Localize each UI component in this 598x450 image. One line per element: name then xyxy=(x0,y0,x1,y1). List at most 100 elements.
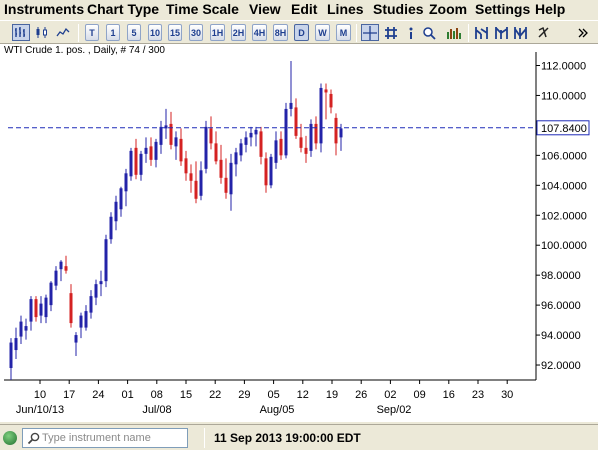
x-tick-label: 26 xyxy=(355,389,367,401)
price-chart[interactable]: 112.0000110.0000108.0000106.0000104.0000… xyxy=(0,44,598,422)
x-period-label: Jun/10/13 xyxy=(16,404,64,416)
menu-edit[interactable]: Edit xyxy=(291,1,318,17)
menu-help[interactable]: Help xyxy=(535,1,566,17)
y-tick-label: 98.0000 xyxy=(541,270,581,282)
toolbar-separator xyxy=(356,24,357,42)
chart-style-b-icon[interactable] xyxy=(492,24,510,41)
x-tick-label: 08 xyxy=(151,389,163,401)
candle-body xyxy=(304,147,308,154)
timeframe-2h-button[interactable]: 2H xyxy=(231,24,246,41)
candle-body xyxy=(9,342,13,369)
x-tick-label: 23 xyxy=(472,389,484,401)
candle-body xyxy=(234,152,238,165)
menu-studies[interactable]: Studies xyxy=(373,1,424,17)
crosshair-icon[interactable] xyxy=(361,24,379,41)
timeframe-4h-button[interactable]: 4H xyxy=(252,24,267,41)
timeframe-10m-button[interactable]: 10 xyxy=(148,24,162,41)
candle-body xyxy=(229,162,233,195)
candle-body xyxy=(144,147,148,154)
instrument-caption: WTI Crude 1. pos. , Daily, # 74 / 300 xyxy=(4,45,165,56)
candle-body xyxy=(69,293,73,324)
search-icon xyxy=(27,432,40,445)
candle-body xyxy=(214,143,218,162)
status-datetime: 11 Sep 2013 19:00:00 EDT xyxy=(214,431,361,445)
bar-chart-icon[interactable] xyxy=(12,24,30,41)
candle-body xyxy=(244,137,248,145)
candle-body xyxy=(329,93,333,108)
y-tick-label: 112.0000 xyxy=(541,60,586,72)
candle-body xyxy=(34,299,38,318)
candle-body xyxy=(24,326,28,331)
more-icon[interactable] xyxy=(575,24,591,41)
timeframe-weekly-button[interactable]: W xyxy=(315,24,330,41)
candle-body xyxy=(149,146,153,160)
line-chart-icon[interactable] xyxy=(54,24,72,41)
candle-body xyxy=(104,239,108,282)
x-period-label: Sep/02 xyxy=(377,404,412,416)
timeframe-5m-button[interactable]: 5 xyxy=(127,24,141,41)
candle-body xyxy=(39,303,43,316)
candle-body xyxy=(54,270,58,286)
y-tick-label: 106.0000 xyxy=(541,150,587,162)
remove-icon[interactable] xyxy=(536,24,552,41)
y-tick-label: 94.0000 xyxy=(541,330,581,342)
chart-panel[interactable]: 112.0000110.0000108.0000106.0000104.0000… xyxy=(0,44,598,422)
candle-body xyxy=(324,89,328,93)
toolbar: T 1 5 10 15 30 1H 2H 4H 8H D W M xyxy=(0,20,598,44)
candle-body xyxy=(174,137,178,147)
candle-body xyxy=(279,138,283,156)
candle-body xyxy=(84,311,88,328)
x-tick-label: 02 xyxy=(384,389,396,401)
y-tick-label: 110.0000 xyxy=(541,90,586,102)
menu-chart-type[interactable]: Chart Type xyxy=(87,1,160,17)
candle-body xyxy=(154,141,158,160)
timeframe-1h-button[interactable]: 1H xyxy=(210,24,225,41)
timeframe-1m-button[interactable]: 1 xyxy=(106,24,120,41)
candle-body xyxy=(284,108,288,156)
candle-body xyxy=(189,173,193,181)
timeframe-30m-button[interactable]: 30 xyxy=(189,24,203,41)
candle-body xyxy=(49,282,53,306)
candle-body xyxy=(109,216,113,240)
menu-time-scale[interactable]: Time Scale xyxy=(166,1,239,17)
volume-bars-icon[interactable] xyxy=(444,24,464,41)
x-tick-label: 17 xyxy=(63,389,75,401)
x-tick-label: 12 xyxy=(297,389,309,401)
candlestick-chart-icon[interactable] xyxy=(33,24,51,41)
timeframe-monthly-button[interactable]: M xyxy=(336,24,351,41)
info-icon[interactable] xyxy=(404,24,418,41)
menu-view[interactable]: View xyxy=(249,1,281,17)
connection-status-icon[interactable] xyxy=(3,431,17,445)
candle-body xyxy=(114,201,118,222)
candle-body xyxy=(219,159,223,178)
menu-lines[interactable]: Lines xyxy=(327,1,364,17)
candle-body xyxy=(299,137,303,148)
candle-body xyxy=(249,132,253,138)
menu-zoom[interactable]: Zoom xyxy=(429,1,468,17)
candle-body xyxy=(89,296,93,313)
x-tick-label: 24 xyxy=(92,389,104,401)
candle-body xyxy=(204,126,208,169)
candle-body xyxy=(334,117,338,144)
instrument-search-box[interactable] xyxy=(22,428,188,448)
y-tick-label: 96.0000 xyxy=(541,300,581,312)
chart-style-a-icon[interactable] xyxy=(472,24,490,41)
instrument-search-input[interactable] xyxy=(42,431,184,445)
menu-settings[interactable]: Settings xyxy=(475,1,531,17)
timeframe-8h-button[interactable]: 8H xyxy=(273,24,288,41)
grid-icon[interactable] xyxy=(382,24,400,41)
candle-body xyxy=(184,158,188,174)
toolbar-separator xyxy=(78,24,79,42)
timeframe-daily-button[interactable]: D xyxy=(294,24,309,41)
y-tick-label: 102.0000 xyxy=(541,210,587,222)
chart-style-c-icon[interactable] xyxy=(511,24,529,41)
candle-body xyxy=(79,315,83,328)
zoom-icon[interactable] xyxy=(421,24,437,41)
timeframe-15m-button[interactable]: 15 xyxy=(168,24,182,41)
candle-body xyxy=(179,138,183,162)
candle-body xyxy=(294,107,298,136)
timeframe-tick-button[interactable]: T xyxy=(85,24,99,41)
menu-instruments[interactable]: Instruments xyxy=(4,1,85,17)
x-tick-label: 19 xyxy=(326,389,338,401)
candle-body xyxy=(64,266,68,271)
